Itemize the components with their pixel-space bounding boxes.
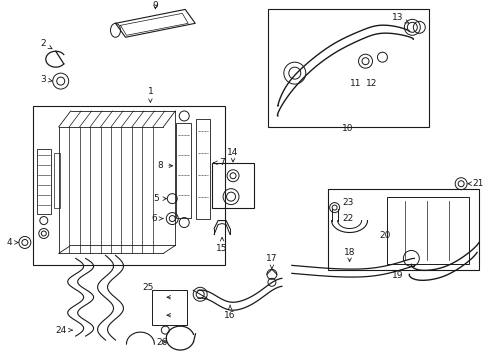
Bar (54, 153, 60, 208)
Bar (327, 189, 478, 270)
Text: 18: 18 (343, 248, 355, 261)
Bar (196, 119, 210, 219)
Text: 17: 17 (265, 254, 277, 269)
Text: 8: 8 (157, 161, 172, 170)
Text: 5: 5 (153, 194, 166, 203)
Text: 2: 2 (40, 39, 52, 49)
Bar (152, 290, 187, 325)
Text: 23: 23 (341, 198, 352, 207)
Text: 1: 1 (147, 86, 153, 102)
Text: 22: 22 (341, 214, 352, 223)
Bar (33, 106, 224, 265)
Text: 6: 6 (151, 214, 163, 223)
Text: 3: 3 (40, 75, 52, 84)
Bar (267, 9, 428, 127)
Text: 14: 14 (227, 148, 238, 162)
Text: 13: 13 (391, 13, 408, 23)
Text: 15: 15 (216, 237, 227, 253)
Text: 11: 11 (349, 78, 361, 87)
Text: 25: 25 (142, 283, 154, 292)
Bar (386, 197, 468, 264)
Text: 24: 24 (55, 325, 72, 334)
Text: 19: 19 (391, 271, 402, 280)
Text: 12: 12 (365, 78, 376, 87)
Text: 20: 20 (379, 231, 390, 240)
Text: 7: 7 (213, 158, 224, 167)
Text: 10: 10 (341, 125, 353, 134)
Bar (176, 123, 191, 217)
Text: 26: 26 (156, 338, 168, 347)
Bar (37, 149, 51, 213)
Text: 4: 4 (6, 238, 18, 247)
Bar (212, 163, 253, 208)
Text: 9: 9 (152, 1, 158, 10)
Text: 16: 16 (224, 305, 235, 320)
Text: 21: 21 (467, 179, 483, 188)
